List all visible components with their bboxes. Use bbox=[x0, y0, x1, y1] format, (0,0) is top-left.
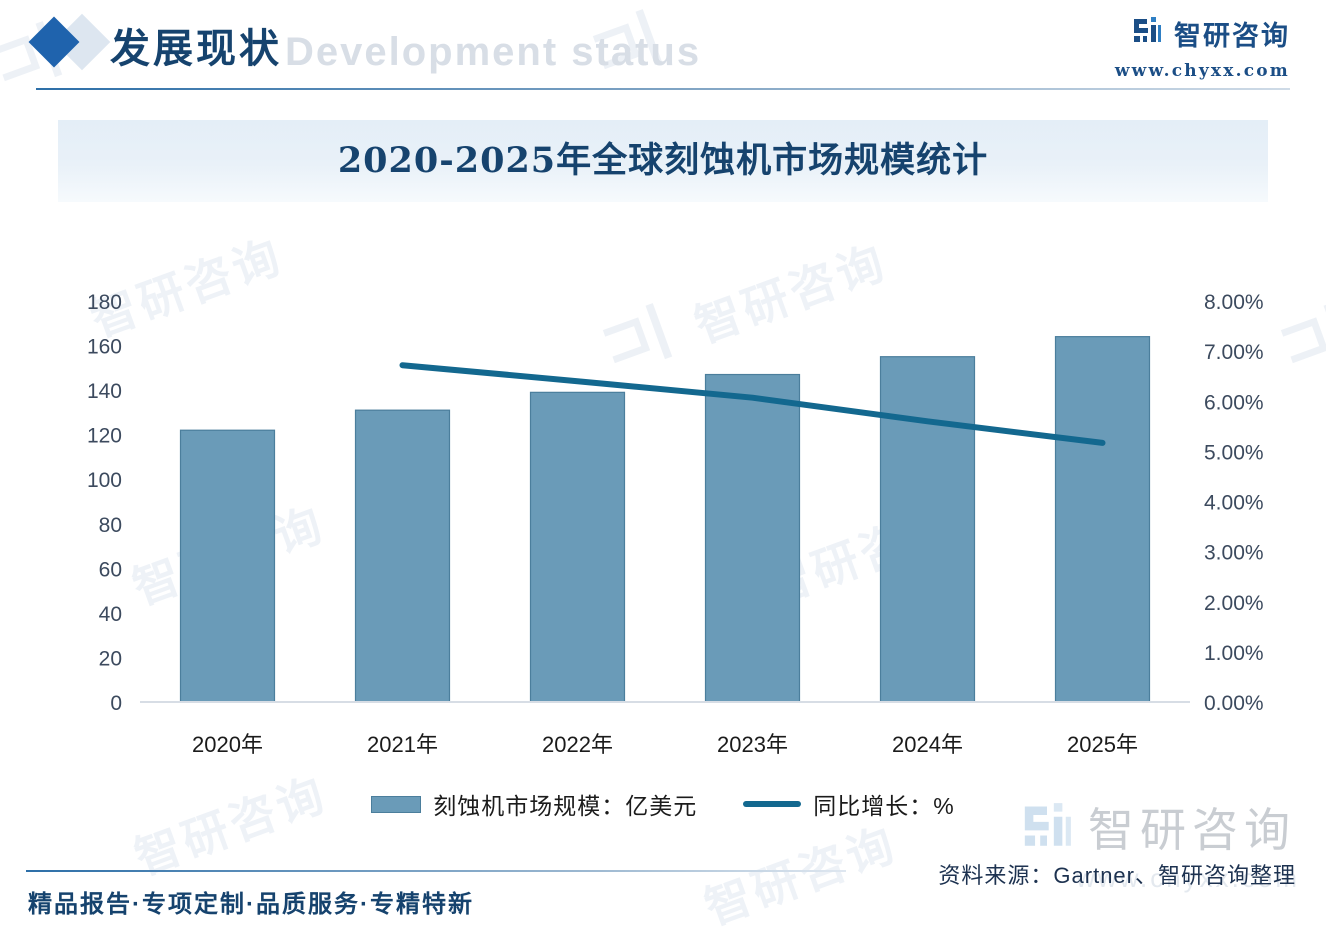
footer-divider bbox=[26, 870, 846, 872]
category-label-2022年: 2022年 bbox=[542, 732, 613, 757]
category-label-2025年: 2025年 bbox=[1067, 732, 1138, 757]
left-axis-tick-labels: 0 20 40 60 80 100 120 140 160 180 bbox=[87, 291, 122, 715]
header-ghost-title: Development status bbox=[285, 30, 702, 74]
category-label-2020年: 2020年 bbox=[192, 732, 263, 757]
watermark-url: www.chyxx.com bbox=[1076, 863, 1300, 893]
bar-2022年[interactable] bbox=[530, 392, 625, 702]
right-axis-tick: 4.00% bbox=[1204, 492, 1264, 515]
bar-2024年[interactable] bbox=[880, 356, 975, 702]
page-header: Development status 发展现状 智研咨询 www.chyxx.c… bbox=[0, 0, 1326, 100]
right-axis-tick: 3.00% bbox=[1204, 542, 1264, 565]
legend-bar-swatch-icon bbox=[371, 795, 422, 813]
right-axis-tick-labels: 0.00% 1.00% 2.00% 3.00% 4.00% 5.00% 6.00% 7.00%… bbox=[1204, 291, 1264, 715]
right-axis-tick: 8.00% bbox=[1204, 291, 1264, 314]
category-label-2021年: 2021年 bbox=[367, 732, 438, 757]
right-axis-tick: 5.00% bbox=[1204, 441, 1264, 464]
category-labels: 2020年 2021年 2022年 2023年 2024年 2025年 bbox=[192, 732, 1138, 757]
left-axis-tick: 180 bbox=[87, 291, 122, 314]
legend-label-market-size: 刻蚀机市场规模：亿美元 bbox=[433, 793, 698, 819]
right-axis-tick: 0.00% bbox=[1204, 692, 1264, 715]
page-title: 发展现状 bbox=[110, 25, 282, 72]
left-axis-tick: 20 bbox=[99, 647, 122, 670]
bars-group bbox=[179, 336, 1151, 703]
left-axis-tick: 140 bbox=[87, 380, 122, 403]
left-axis-tick: 0 bbox=[110, 692, 122, 715]
right-axis-tick: 2.00% bbox=[1204, 592, 1264, 615]
bar-2025年[interactable] bbox=[1055, 336, 1150, 702]
legend-line-swatch-icon bbox=[743, 801, 802, 807]
right-axis-tick: 6.00% bbox=[1204, 391, 1264, 414]
bar-2021年[interactable] bbox=[355, 410, 450, 702]
brand-url: www.chyxx.com bbox=[1114, 61, 1290, 81]
legend-item-growth[interactable]: 同比增长：% bbox=[743, 787, 954, 821]
left-axis-tick: 160 bbox=[87, 336, 122, 359]
right-axis-tick: 7.00% bbox=[1204, 341, 1264, 364]
legend-item-market-size[interactable]: 刻蚀机市场规模：亿美元 bbox=[371, 787, 697, 821]
bar-2023年[interactable] bbox=[705, 374, 800, 702]
chart-legend: 刻蚀机市场规模：亿美元 同比增长：% bbox=[0, 787, 1326, 821]
legend-label-growth: 同比增长：% bbox=[813, 793, 955, 819]
left-axis-tick: 100 bbox=[87, 469, 122, 492]
growth-line[interactable] bbox=[399, 362, 1106, 446]
left-axis-tick: 40 bbox=[99, 603, 122, 626]
left-axis-tick: 60 bbox=[99, 558, 122, 581]
bar-2020年[interactable] bbox=[180, 430, 275, 702]
right-axis-tick: 1.00% bbox=[1204, 642, 1264, 665]
growth-line-group bbox=[399, 362, 1106, 446]
chart-source-note: 资料来源：Gartner、智研咨询整理 bbox=[938, 863, 1296, 888]
header-divider bbox=[36, 88, 1290, 90]
category-label-2023年: 2023年 bbox=[717, 732, 788, 757]
brand-name: 智研咨询 bbox=[1174, 21, 1290, 51]
left-axis-tick: 80 bbox=[99, 514, 122, 537]
chart-title: 2020-2025年全球刻蚀机市场规模统计 bbox=[337, 140, 989, 181]
footer-slogan: 精品报告·专项定制·品质服务·专精特新 bbox=[28, 891, 474, 918]
zhiyan-logo-icon bbox=[1130, 14, 1164, 53]
chart-title-band bbox=[58, 120, 1268, 202]
category-label-2024年: 2024年 bbox=[892, 732, 963, 757]
left-axis-tick: 120 bbox=[87, 425, 122, 448]
brand-block: 智研咨询 www.chyxx.com bbox=[1115, 14, 1290, 81]
